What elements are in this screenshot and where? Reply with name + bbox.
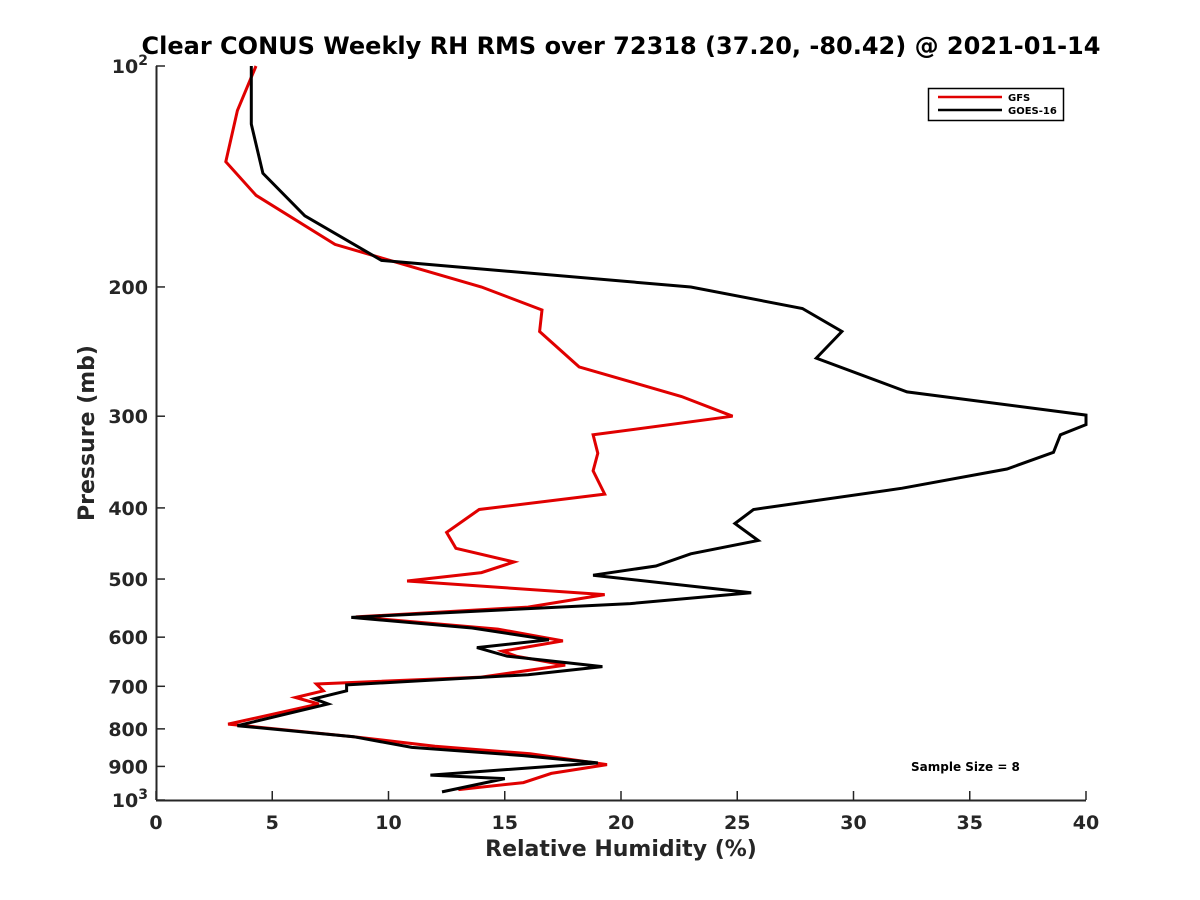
x-tick-label: 40 [1073, 812, 1099, 834]
x-tick-label: 5 [266, 812, 279, 834]
y-axis-label: Pressure (mb) [75, 345, 100, 521]
sample-size-annotation: Sample Size = 8 [911, 760, 1020, 774]
x-ticks: 0 5 10 15 20 25 30 35 40 [149, 791, 1099, 834]
series-line-goes-16 [237, 66, 1088, 794]
chart-title: Clear CONUS Weekly RH RMS over 72318 (37… [142, 32, 1101, 60]
legend: GFS GOES-16 [927, 87, 1065, 122]
axes [155, 66, 1086, 802]
x-tick-label: 35 [957, 812, 983, 834]
x-tick-label: 25 [724, 812, 750, 834]
y-tick-label: 300 [108, 406, 148, 428]
series-layer [224, 65, 1088, 794]
y-tick-label: 200 [108, 277, 148, 299]
y-tick-label: 800 [108, 719, 148, 741]
x-tick-label: 30 [840, 812, 866, 834]
plot-area: 0 5 10 15 20 25 30 35 40 10220030040050060070080… [108, 53, 1099, 834]
x-axis-label: Relative Humidity (%) [485, 837, 757, 862]
legend-label-gfs: GFS [1008, 93, 1030, 104]
x-tick-label: 0 [149, 812, 162, 834]
x-tick-label: 15 [492, 812, 518, 834]
legend-box [927, 87, 1065, 122]
x-tick-label: 10 [375, 812, 401, 834]
x-tick-label: 20 [608, 812, 634, 834]
y-tick-label: 500 [108, 569, 148, 591]
legend-label-goes16: GOES-16 [1008, 106, 1057, 117]
y-tick-label: 700 [108, 676, 148, 698]
y-tick-label: 400 [108, 498, 148, 520]
y-tick-label: 900 [108, 756, 148, 778]
y-tick-label: 600 [108, 627, 148, 649]
